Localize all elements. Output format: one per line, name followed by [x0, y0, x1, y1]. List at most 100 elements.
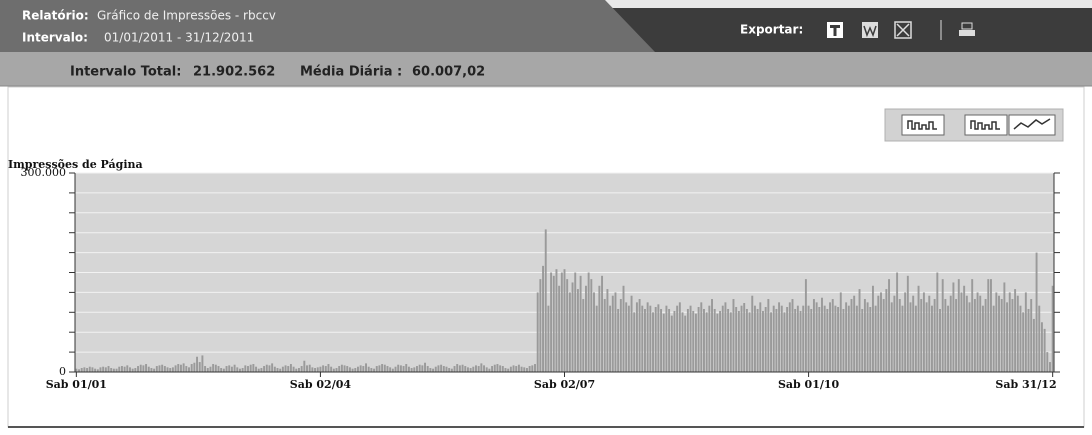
bar: [812, 299, 815, 372]
bar: [255, 366, 258, 372]
bar: [617, 308, 620, 372]
export-txt-icon[interactable]: [827, 22, 843, 38]
bar: [697, 306, 700, 372]
bar: [973, 299, 976, 372]
chart-type-buttons: [884, 108, 1064, 142]
bar: [759, 302, 762, 372]
bar: [534, 364, 536, 372]
bar: [284, 365, 287, 372]
bar: [300, 366, 303, 372]
bar: [110, 368, 113, 372]
bar: [576, 289, 579, 372]
bar: [499, 365, 502, 372]
bar: [450, 368, 453, 372]
bar: [732, 299, 735, 372]
bar: [311, 367, 314, 372]
bar: [635, 302, 638, 372]
bar: [434, 366, 437, 372]
bar: [579, 275, 582, 372]
bar: [968, 302, 971, 372]
bar: [657, 304, 660, 372]
bar: [858, 289, 861, 372]
bar: [359, 365, 362, 372]
bar: [297, 368, 300, 372]
bar: [1024, 292, 1027, 372]
bar: [88, 366, 91, 372]
bar: [547, 305, 550, 372]
bar: [458, 365, 461, 372]
interval-value: 01/01/2011 - 31/12/2011: [104, 31, 254, 45]
bar: [1011, 299, 1014, 372]
bar: [920, 299, 923, 372]
print-icon[interactable]: [959, 22, 975, 36]
bar: [169, 368, 172, 372]
bar: [611, 295, 614, 372]
bar: [783, 312, 786, 372]
bar: [831, 299, 834, 372]
bar: [1019, 305, 1022, 372]
bar: [995, 292, 998, 372]
bar: [922, 292, 925, 372]
bar: [786, 306, 789, 372]
bar: [488, 368, 491, 372]
bar: [252, 364, 255, 372]
bar: [292, 366, 295, 372]
bar: [652, 312, 654, 372]
export-word-icon[interactable]: [862, 22, 878, 38]
bar: [850, 299, 853, 372]
bar: [525, 368, 528, 372]
bar: [493, 364, 496, 372]
export-bar: [600, 8, 1092, 52]
bar: [464, 366, 467, 372]
bar: [80, 368, 83, 372]
bar: [362, 366, 365, 372]
bar: [445, 366, 448, 372]
bar: [306, 365, 308, 372]
bar: [1008, 292, 1011, 372]
bar: [483, 365, 485, 372]
export-excel-icon[interactable]: [894, 21, 912, 39]
bar: [1016, 295, 1019, 372]
bar: [914, 305, 917, 372]
bar: [941, 279, 944, 372]
bar: [405, 364, 408, 372]
bar: [335, 368, 338, 372]
bar: [174, 365, 177, 372]
bar-button-2[interactable]: [964, 114, 1008, 136]
line-button[interactable]: [1008, 114, 1056, 136]
bar: [981, 305, 984, 372]
bar: [716, 313, 719, 372]
bar: [163, 366, 166, 372]
bar: [912, 295, 915, 372]
bar: [112, 368, 115, 372]
bar: [1051, 285, 1054, 372]
bar: [788, 302, 791, 372]
avg-label: Média Diária :: [300, 65, 402, 80]
bar: [265, 364, 268, 372]
bar-button[interactable]: [901, 114, 945, 136]
bar: [107, 366, 110, 372]
bar: [735, 306, 738, 372]
bar: [399, 365, 402, 372]
bar: [957, 279, 960, 372]
bar: [590, 279, 593, 372]
bar: [670, 315, 673, 372]
bar: [480, 363, 483, 372]
bar: [220, 368, 223, 372]
bar: [568, 292, 571, 372]
bar: [437, 365, 440, 372]
bar: [1022, 312, 1025, 372]
bar: [442, 366, 445, 372]
bar: [287, 366, 290, 372]
bar: [308, 364, 311, 372]
bar: [378, 365, 381, 372]
bar: [190, 364, 193, 372]
bar: [512, 365, 515, 372]
bar: [939, 308, 941, 372]
bar: [845, 302, 848, 372]
bar: [644, 308, 646, 372]
bar: [260, 368, 263, 372]
bar: [869, 306, 872, 372]
bar: [182, 363, 185, 372]
bar: [842, 308, 845, 372]
